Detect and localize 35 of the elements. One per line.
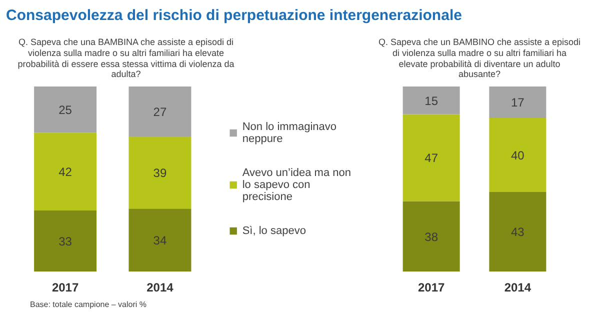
data-label: 38 [424, 230, 438, 244]
bar [489, 192, 546, 272]
bar [489, 86, 546, 118]
x-tick-label: 2017 [52, 280, 79, 294]
bar [34, 132, 97, 210]
data-label: 43 [511, 225, 525, 240]
bar [128, 136, 192, 209]
data-label: 25 [58, 103, 72, 118]
legend-label: Sì, lo sapevo [242, 224, 306, 236]
bar [489, 118, 546, 192]
data-label: 33 [58, 234, 72, 248]
bar [128, 86, 192, 136]
data-label: 39 [153, 166, 167, 180]
data-label: 42 [58, 165, 72, 180]
data-label: 47 [424, 151, 438, 166]
data-label: 17 [511, 96, 525, 110]
data-label: 34 [153, 234, 167, 248]
bar [128, 208, 192, 272]
bar [402, 86, 460, 114]
data-label: 15 [424, 94, 438, 108]
bar [402, 114, 460, 202]
data-label: 40 [511, 148, 525, 162]
x-tick-label: 2014 [146, 280, 174, 294]
chart-subtitle: Q. Sapeva che una BAMBINA che assiste a episodi di violenza sulla madre o su altri familiari ha elevate probabilità di essere essa stessa vittima di violenza da adulta? [16, 37, 236, 80]
x-tick-label: 2017 [418, 280, 445, 294]
text: Base: totale campione – valori % [30, 299, 147, 310]
bar [402, 201, 460, 272]
chart-subtitle: Q. Sapeva che un BAMBINO che assiste a episodi di violenza sulla madre o su altri familiari ha elevate probabilità di diventare un adulto abusante? [377, 37, 582, 80]
chart-title: Consapevolezza del rischio di perpetuazione intergenerazionale [6, 6, 462, 26]
bar [34, 210, 97, 272]
bar [34, 86, 97, 133]
legend-label: Non lo immaginavo neppure [242, 120, 336, 144]
data-label: 27 [153, 104, 167, 119]
legend-label: Avevo un’idea ma non lo sapevo con precisione [242, 166, 351, 202]
x-tick-label: 2014 [504, 280, 532, 294]
